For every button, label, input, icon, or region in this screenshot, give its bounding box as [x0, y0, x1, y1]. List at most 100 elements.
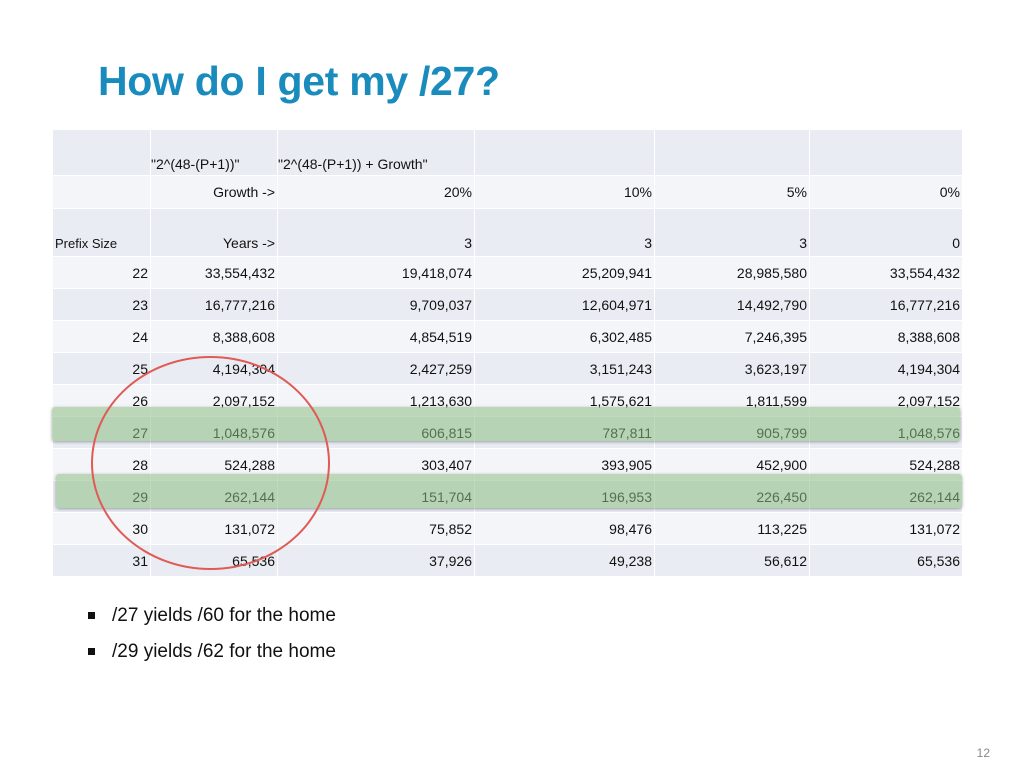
table-row: 27 1,048,576 606,815 787,811 905,799 1,048,57… [52, 416, 963, 449]
table-header-row: "2^(48-(P+1))" "2^(48-(P+1)) + Growth" [52, 129, 963, 176]
table-row: 23 16,777,216 9,709,037 12,604,971 14,492,79… [52, 288, 963, 321]
table-cell: 3 [474, 208, 655, 257]
table-cell: 4,194,304 [150, 352, 278, 385]
table-row: 24 8,388,608 4,854,519 6,302,485 7,246,395 8,… [52, 320, 963, 353]
table-header-row: Prefix Size Years -> 3 3 3 0 [52, 208, 963, 257]
bullet-item: /27 yields /60 for the home [88, 598, 336, 634]
table-cell: 28 [52, 448, 151, 481]
bullet-square-icon [88, 611, 95, 619]
slide-title: How do I get my /27? [98, 58, 500, 104]
table-cell [654, 129, 810, 176]
bullet-square-icon [88, 647, 95, 655]
bullet-text: /29 yields /62 for the home [112, 641, 336, 662]
table-cell: 524,288 [150, 448, 278, 481]
table-cell: 787,811 [474, 416, 655, 449]
table-cell: 303,407 [277, 448, 475, 481]
page-number: 12 [976, 746, 990, 760]
prefix-size-table: "2^(48-(P+1))" "2^(48-(P+1)) + Growth" Gro… [52, 129, 963, 577]
table-cell: Years -> [150, 208, 278, 257]
table-cell: 49,238 [474, 544, 655, 577]
table-cell: 151,704 [277, 480, 475, 513]
table-cell: 2,097,152 [809, 384, 963, 417]
table-row: 26 2,097,152 1,213,630 1,575,621 1,811,599 2,… [52, 384, 963, 417]
table-cell: 75,852 [277, 512, 475, 545]
table-cell: 27 [52, 416, 151, 449]
bullet-list: /27 yields /60 for the home /29 yields /… [88, 598, 336, 670]
table-cell: 1,048,576 [809, 416, 963, 449]
table-cell: 393,905 [474, 448, 655, 481]
table-cell: "2^(48-(P+1))" [150, 129, 278, 176]
table-cell: 37,926 [277, 544, 475, 577]
table-cell: 12,604,971 [474, 288, 655, 321]
table-cell: 98,476 [474, 512, 655, 545]
table-cell: 8,388,608 [150, 320, 278, 353]
table-row: 28 524,288 303,407 393,905 452,900 524,288 [52, 448, 963, 481]
bullet-text: /27 yields /60 for the home [112, 605, 336, 626]
table-cell: Prefix Size [52, 208, 151, 257]
table-cell: 3 [654, 208, 810, 257]
table-cell: 4,854,519 [277, 320, 475, 353]
table-cell: 113,225 [654, 512, 810, 545]
table-cell: 262,144 [809, 480, 963, 513]
table-cell: 65,536 [150, 544, 278, 577]
table-cell: 5% [654, 175, 810, 209]
table-cell: 0 [809, 208, 963, 257]
table-cell: 2,427,259 [277, 352, 475, 385]
table-cell: 26 [52, 384, 151, 417]
table-row: 25 4,194,304 2,427,259 3,151,243 3,623,197 4,… [52, 352, 963, 385]
table-cell: 10% [474, 175, 655, 209]
table-cell [52, 175, 151, 209]
table-cell: 30 [52, 512, 151, 545]
table-row: 22 33,554,432 19,418,074 25,209,941 28,985,5… [52, 256, 963, 289]
table-cell: 33,554,432 [809, 256, 963, 289]
table-cell: 1,575,621 [474, 384, 655, 417]
table-cell: 0% [809, 175, 963, 209]
table-cell: 7,246,395 [654, 320, 810, 353]
table-cell: 1,213,630 [277, 384, 475, 417]
table-cell: 25 [52, 352, 151, 385]
table-cell: 16,777,216 [809, 288, 963, 321]
table-cell: 14,492,790 [654, 288, 810, 321]
table-row: 30 131,072 75,852 98,476 113,225 131,072 [52, 512, 963, 545]
table-cell: 262,144 [150, 480, 278, 513]
table-row: 29 262,144 151,704 196,953 226,450 262,144 [52, 480, 963, 513]
table-cell: 16,777,216 [150, 288, 278, 321]
table-cell: 20% [277, 175, 475, 209]
table-cell: 606,815 [277, 416, 475, 449]
table-cell [52, 129, 151, 176]
table-cell: 22 [52, 256, 151, 289]
table-cell: 524,288 [809, 448, 963, 481]
table-cell [809, 129, 963, 176]
table-cell: 56,612 [654, 544, 810, 577]
table-cell: 3,623,197 [654, 352, 810, 385]
table-row: 31 65,536 37,926 49,238 56,612 65,536 [52, 544, 963, 577]
table-header-row: Growth -> 20% 10% 5% 0% [52, 175, 963, 209]
table-cell: 131,072 [809, 512, 963, 545]
table-cell: 33,554,432 [150, 256, 278, 289]
table-cell: 9,709,037 [277, 288, 475, 321]
table-cell: 196,953 [474, 480, 655, 513]
table-cell: 226,450 [654, 480, 810, 513]
table-cell: 1,811,599 [654, 384, 810, 417]
table-cell: 23 [52, 288, 151, 321]
table-cell: 19,418,074 [277, 256, 475, 289]
table-cell: 2,097,152 [150, 384, 278, 417]
table-cell: 6,302,485 [474, 320, 655, 353]
table-cell: 8,388,608 [809, 320, 963, 353]
table-cell: 3 [277, 208, 475, 257]
table-cell [474, 129, 655, 176]
table-cell: 1,048,576 [150, 416, 278, 449]
table-cell: 452,900 [654, 448, 810, 481]
table-cell: 29 [52, 480, 151, 513]
table-cell: 25,209,941 [474, 256, 655, 289]
table-cell: 65,536 [809, 544, 963, 577]
table-cell: 905,799 [654, 416, 810, 449]
table-cell: 131,072 [150, 512, 278, 545]
table-cell: 24 [52, 320, 151, 353]
table-cell: 3,151,243 [474, 352, 655, 385]
table-cell: 4,194,304 [809, 352, 963, 385]
table-cell: Growth -> [150, 175, 278, 209]
bullet-item: /29 yields /62 for the home [88, 634, 336, 670]
table-cell: "2^(48-(P+1)) + Growth" [277, 129, 475, 176]
table-cell: 28,985,580 [654, 256, 810, 289]
